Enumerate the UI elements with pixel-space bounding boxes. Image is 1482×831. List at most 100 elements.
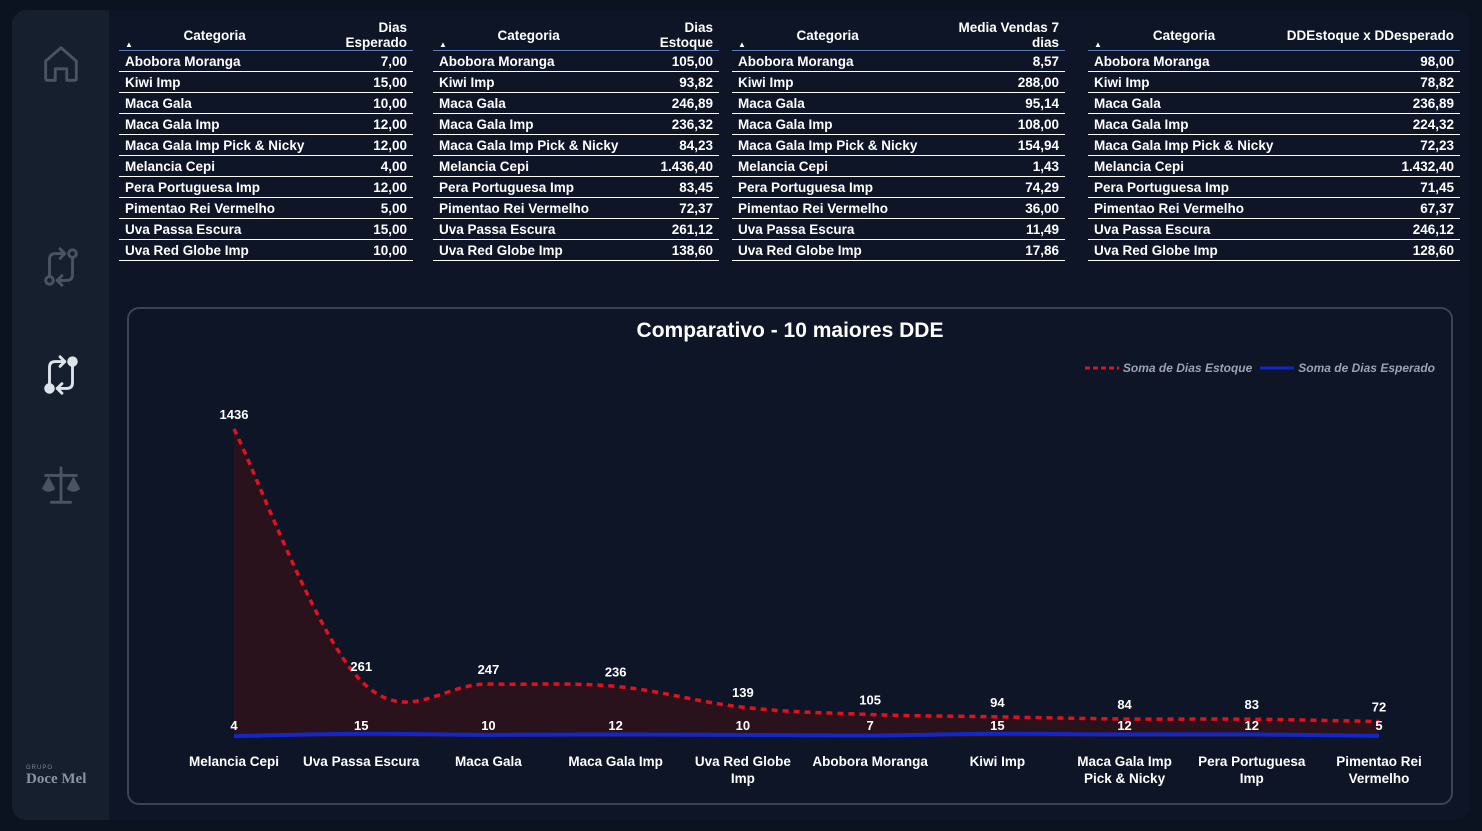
cell-value: 1.436,40 xyxy=(624,155,719,177)
home-button[interactable] xyxy=(36,38,86,88)
cell-categoria: Maca Gala Imp xyxy=(119,113,311,135)
chart-plot: 1436 261 247 236 139 105 94 84 83 72 4 15 10 12 10 7 15 1… xyxy=(189,407,1422,786)
data-label-dias-estoque: 94 xyxy=(990,695,1005,710)
legend-label: Soma de Dias Estoque xyxy=(1122,361,1253,375)
table-row[interactable]: Uva Red Globe Imp 17,86 xyxy=(732,239,1065,261)
table-row[interactable]: Kiwi Imp 15,00 xyxy=(119,71,413,93)
doce-mel-logo: GRUPO Doce Mel xyxy=(26,765,106,788)
table-row[interactable]: Maca Gala Imp 108,00 xyxy=(732,113,1065,135)
table-row[interactable]: Pera Portuguesa Imp 83,45 xyxy=(433,176,719,198)
data-label-dias-esperado: 12 xyxy=(1117,718,1131,733)
legend-item-dias-esperado[interactable]: Soma de Dias Esperado xyxy=(1260,361,1435,375)
category-label: Pimentao Rei Vermelho xyxy=(1336,754,1422,786)
table-row[interactable]: Pimentao Rei Vermelho 5,00 xyxy=(119,197,413,219)
data-label-dias-estoque: 261 xyxy=(350,659,372,674)
table-row[interactable]: Melancia Cepi 4,00 xyxy=(119,155,413,177)
cell-value: 8,57 xyxy=(923,50,1065,72)
cell-categoria: Maca Gala xyxy=(1088,92,1281,114)
table-row[interactable]: Maca Gala Imp 12,00 xyxy=(119,113,413,135)
table-row[interactable]: Abobora Moranga 105,00 xyxy=(433,50,719,72)
table-row[interactable]: Maca Gala 10,00 xyxy=(119,92,413,114)
table-row[interactable]: Abobora Moranga 8,57 xyxy=(732,50,1065,72)
column-header-categoria[interactable]: ▲ Categoria xyxy=(732,20,924,51)
column-header-categoria[interactable]: ▲ Categoria xyxy=(119,20,311,51)
swap-active-button[interactable] xyxy=(36,350,86,400)
table-row[interactable]: Uva Red Globe Imp 10,00 xyxy=(119,239,413,261)
column-header-value[interactable]: DDEstoque x DDesperado xyxy=(1280,20,1460,51)
app-frame: GRUPO Doce Mel ▲ Categoria Dias Esperado … xyxy=(12,10,1470,820)
category-label: Uva Red Globe Imp xyxy=(695,754,792,786)
cell-value: 154,94 xyxy=(923,134,1065,156)
cell-categoria: Pera Portuguesa Imp xyxy=(732,176,924,198)
table-row[interactable]: Maca Gala Imp 236,32 xyxy=(433,113,719,135)
cell-categoria: Pimentao Rei Vermelho xyxy=(119,197,311,219)
table-row[interactable]: Pera Portuguesa Imp 74,29 xyxy=(732,176,1065,198)
cell-value: 246,89 xyxy=(624,92,719,114)
table-row[interactable]: Pimentao Rei Vermelho 72,37 xyxy=(433,197,719,219)
table-row[interactable]: Pera Portuguesa Imp 71,45 xyxy=(1088,176,1460,198)
table-row[interactable]: Abobora Moranga 7,00 xyxy=(119,50,413,72)
table-row[interactable]: Maca Gala Imp Pick & Nicky 154,94 xyxy=(732,134,1065,156)
column-header-categoria[interactable]: ▲ Categoria xyxy=(1088,20,1281,51)
chart-title: Comparativo - 10 maiores DDE xyxy=(636,319,944,342)
column-header-value[interactable]: Dias Esperado xyxy=(310,20,413,51)
column-header-value[interactable]: Dias Estoque xyxy=(624,20,719,51)
sort-ascending-icon: ▲ xyxy=(1094,40,1102,49)
table-row[interactable]: Uva Red Globe Imp 138,60 xyxy=(433,239,719,261)
table-row[interactable]: Abobora Moranga 98,00 xyxy=(1088,50,1460,72)
table-row[interactable]: Maca Gala Imp Pick & Nicky 84,23 xyxy=(433,134,719,156)
cell-value: 10,00 xyxy=(310,92,413,114)
chart-legend: Soma de Dias Estoque Soma de Dias Espera… xyxy=(1084,361,1435,375)
cell-categoria: Abobora Moranga xyxy=(433,50,625,72)
cell-categoria: Uva Red Globe Imp xyxy=(433,239,625,261)
table-row[interactable]: Pimentao Rei Vermelho 67,37 xyxy=(1088,197,1460,219)
cell-value: 224,32 xyxy=(1280,113,1460,135)
data-label-dias-estoque: 236 xyxy=(605,664,627,679)
category-label: Abobora Moranga xyxy=(812,754,928,769)
table-row[interactable]: Uva Passa Escura 15,00 xyxy=(119,218,413,240)
cell-categoria: Maca Gala Imp Pick & Nicky xyxy=(119,134,311,156)
table-row[interactable]: Maca Gala 95,14 xyxy=(732,92,1065,114)
table-row[interactable]: Kiwi Imp 288,00 xyxy=(732,71,1065,93)
scale-button[interactable] xyxy=(36,460,86,510)
legend-item-dias-estoque[interactable]: Soma de Dias Estoque xyxy=(1084,361,1253,375)
table-row[interactable]: Maca Gala 236,89 xyxy=(1088,92,1460,114)
cell-value: 98,00 xyxy=(1280,50,1460,72)
table-row[interactable]: Maca Gala 246,89 xyxy=(433,92,719,114)
table-row[interactable]: Melancia Cepi 1.432,40 xyxy=(1088,155,1460,177)
cell-value: 95,14 xyxy=(923,92,1065,114)
cell-categoria: Uva Red Globe Imp xyxy=(732,239,924,261)
column-header-value[interactable]: Media Vendas 7 dias xyxy=(923,20,1065,51)
data-label-dias-estoque: 1436 xyxy=(220,407,249,422)
cell-categoria: Kiwi Imp xyxy=(1088,71,1281,93)
table-row[interactable]: Uva Passa Escura 261,12 xyxy=(433,218,719,240)
cell-value: 12,00 xyxy=(310,134,413,156)
legend-solid-swatch xyxy=(1260,366,1295,370)
table-row[interactable]: Maca Gala Imp Pick & Nicky 72,23 xyxy=(1088,134,1460,156)
cell-categoria: Uva Passa Escura xyxy=(732,218,924,240)
table-row[interactable]: Melancia Cepi 1,43 xyxy=(732,155,1065,177)
data-label-dias-esperado: 10 xyxy=(481,718,495,733)
cell-value: 7,00 xyxy=(310,50,413,72)
table-row[interactable]: Maca Gala Imp 224,32 xyxy=(1088,113,1460,135)
table-row[interactable]: Kiwi Imp 78,82 xyxy=(1088,71,1460,93)
cell-value: 72,23 xyxy=(1280,134,1460,156)
swap-button[interactable] xyxy=(36,242,86,292)
table-row[interactable]: Melancia Cepi 1.436,40 xyxy=(433,155,719,177)
table-row[interactable]: Maca Gala Imp Pick & Nicky 12,00 xyxy=(119,134,413,156)
logo-brand-text: Doce Mel xyxy=(26,771,87,787)
table-row[interactable]: Kiwi Imp 93,82 xyxy=(433,71,719,93)
home-icon xyxy=(44,46,78,82)
table-row[interactable]: Pimentao Rei Vermelho 36,00 xyxy=(732,197,1065,219)
cell-value: 1.432,40 xyxy=(1280,155,1460,177)
column-header-categoria[interactable]: ▲ Categoria xyxy=(433,20,625,51)
table-row[interactable]: Uva Passa Escura 246,12 xyxy=(1088,218,1460,240)
cell-categoria: Pera Portuguesa Imp xyxy=(1088,176,1281,198)
table-row[interactable]: Pera Portuguesa Imp 12,00 xyxy=(119,176,413,198)
sidebar: GRUPO Doce Mel xyxy=(12,10,109,820)
cell-value: 4,00 xyxy=(310,155,413,177)
category-label: Maca Gala Imp xyxy=(568,754,663,769)
table-row[interactable]: Uva Red Globe Imp 128,60 xyxy=(1088,239,1460,261)
category-label: Pera Portuguesa Imp xyxy=(1198,754,1306,786)
table-row[interactable]: Uva Passa Escura 11,49 xyxy=(732,218,1065,240)
